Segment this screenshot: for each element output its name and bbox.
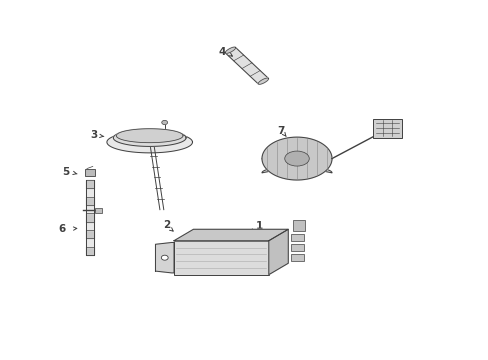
Polygon shape bbox=[268, 229, 287, 275]
Polygon shape bbox=[86, 222, 94, 230]
Bar bbox=[372, 118, 401, 138]
Polygon shape bbox=[86, 197, 94, 205]
Polygon shape bbox=[86, 230, 94, 238]
Polygon shape bbox=[155, 243, 174, 273]
Text: 6: 6 bbox=[59, 224, 66, 234]
Polygon shape bbox=[86, 180, 94, 188]
Polygon shape bbox=[86, 205, 94, 213]
Polygon shape bbox=[116, 129, 183, 143]
Text: 2: 2 bbox=[163, 220, 170, 230]
Text: 4: 4 bbox=[218, 47, 225, 57]
Bar bbox=[85, 168, 95, 176]
Polygon shape bbox=[107, 131, 192, 153]
Bar bbox=[292, 220, 305, 231]
Bar bbox=[290, 244, 304, 251]
Bar bbox=[290, 253, 304, 261]
Ellipse shape bbox=[284, 151, 308, 166]
Circle shape bbox=[162, 120, 167, 125]
Circle shape bbox=[161, 255, 168, 260]
Bar bbox=[174, 241, 268, 275]
Polygon shape bbox=[113, 129, 185, 147]
Polygon shape bbox=[225, 48, 268, 84]
Polygon shape bbox=[86, 238, 94, 247]
Polygon shape bbox=[86, 188, 94, 197]
Bar bbox=[95, 208, 102, 213]
Polygon shape bbox=[174, 229, 287, 241]
Text: 5: 5 bbox=[62, 167, 69, 177]
Polygon shape bbox=[86, 247, 94, 255]
Polygon shape bbox=[262, 137, 331, 180]
Polygon shape bbox=[86, 213, 94, 222]
Bar bbox=[290, 234, 304, 242]
Polygon shape bbox=[262, 158, 331, 173]
Polygon shape bbox=[258, 78, 268, 84]
Text: 7: 7 bbox=[277, 126, 284, 136]
Text: 3: 3 bbox=[90, 130, 97, 140]
Polygon shape bbox=[225, 47, 235, 53]
Text: 1: 1 bbox=[255, 221, 262, 231]
